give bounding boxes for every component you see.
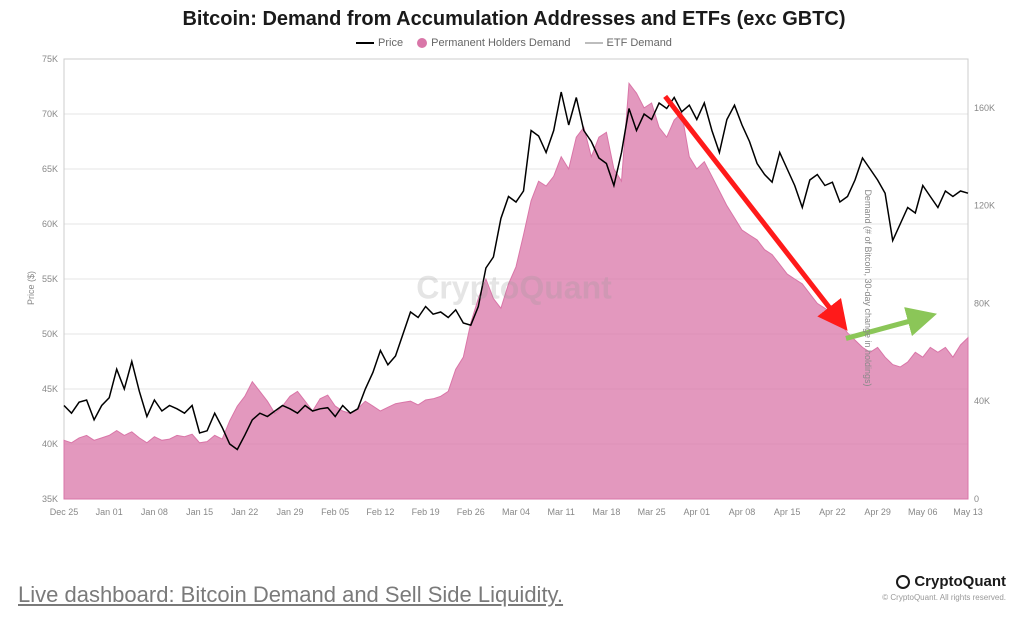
svg-text:40K: 40K	[42, 439, 58, 449]
svg-text:120K: 120K	[974, 201, 995, 211]
svg-text:40K: 40K	[974, 396, 990, 406]
brand-logo: CryptoQuant	[896, 573, 1006, 590]
legend-item: Price	[356, 37, 403, 49]
svg-text:Mar 04: Mar 04	[502, 507, 530, 517]
svg-text:0: 0	[974, 494, 979, 504]
dashboard-link[interactable]: Live dashboard: Bitcoin Demand and Sell …	[18, 582, 563, 608]
svg-text:80K: 80K	[974, 298, 990, 308]
svg-text:Feb 26: Feb 26	[457, 507, 485, 517]
y-axis-left-label: Price ($)	[26, 271, 36, 305]
svg-text:35K: 35K	[42, 494, 58, 504]
chart-container: Bitcoin: Demand from Accumulation Addres…	[18, 8, 1010, 570]
svg-text:45K: 45K	[42, 384, 58, 394]
svg-text:May 06: May 06	[908, 507, 938, 517]
svg-text:Mar 18: Mar 18	[592, 507, 620, 517]
svg-text:Apr 22: Apr 22	[819, 507, 846, 517]
svg-text:Apr 29: Apr 29	[864, 507, 891, 517]
svg-text:Jan 29: Jan 29	[276, 507, 303, 517]
svg-text:Apr 15: Apr 15	[774, 507, 801, 517]
legend: Price Permanent Holders Demand ETF Demand	[18, 37, 1010, 49]
svg-text:75K: 75K	[42, 54, 58, 64]
svg-text:Jan 01: Jan 01	[96, 507, 123, 517]
svg-text:60K: 60K	[42, 219, 58, 229]
svg-text:Apr 01: Apr 01	[684, 507, 711, 517]
chart-svg: 35K 40K 45K 50K 55K 60K 65K 70K 75K 0 40K 80K 120K 16…	[18, 53, 1010, 523]
chart-title: Bitcoin: Demand from Accumulation Addres…	[18, 8, 1010, 31]
svg-text:Mar 11: Mar 11	[548, 507, 575, 517]
svg-text:160K: 160K	[974, 103, 995, 113]
brand-icon	[896, 575, 910, 589]
svg-text:Jan 08: Jan 08	[141, 507, 168, 517]
svg-text:Jan 22: Jan 22	[231, 507, 258, 517]
svg-text:70K: 70K	[42, 109, 58, 119]
svg-text:Feb 12: Feb 12	[366, 507, 394, 517]
svg-text:May 13: May 13	[953, 507, 983, 517]
svg-text:Mar 25: Mar 25	[638, 507, 666, 517]
brand-name: CryptoQuant	[914, 573, 1006, 590]
svg-text:Feb 05: Feb 05	[321, 507, 349, 517]
svg-text:55K: 55K	[42, 274, 58, 284]
svg-text:50K: 50K	[42, 329, 58, 339]
plot-area: Price ($) Demand (# of Bitcoin, 30-day c…	[18, 53, 1010, 523]
legend-item: ETF Demand	[585, 37, 672, 49]
svg-text:Jan 15: Jan 15	[186, 507, 213, 517]
svg-text:65K: 65K	[42, 164, 58, 174]
copyright: © CryptoQuant. All rights reserved.	[882, 593, 1006, 602]
svg-text:Dec 25: Dec 25	[50, 507, 79, 517]
legend-item: Permanent Holders Demand	[417, 37, 570, 49]
y-axis-right-label: Demand (# of Bitcoin, 30-day change in h…	[863, 138, 873, 438]
svg-text:Feb 19: Feb 19	[412, 507, 440, 517]
svg-text:Apr 08: Apr 08	[729, 507, 756, 517]
